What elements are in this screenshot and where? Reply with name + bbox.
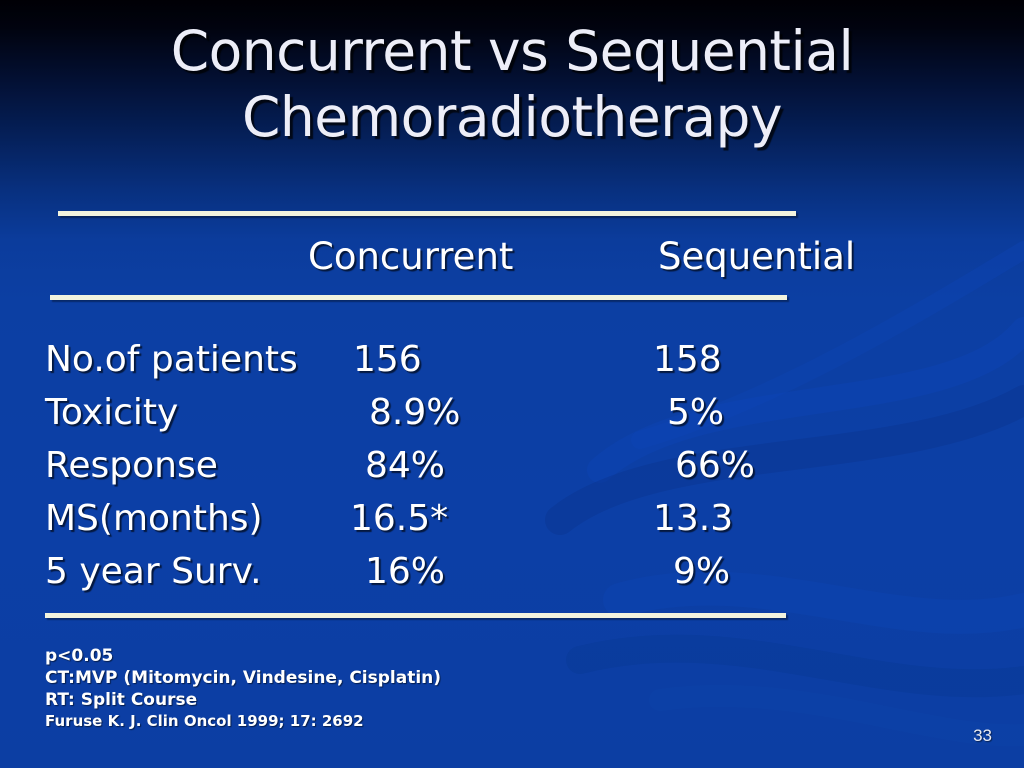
row-value-concurrent: 156 — [353, 339, 422, 380]
row-label: 5 year Surv. — [45, 551, 262, 592]
row-value-sequential: 158 — [653, 339, 722, 380]
table-bottom-rule — [45, 613, 786, 618]
table-top-rule — [58, 211, 796, 216]
table-row: MS(months) 16.5* 13.3 — [45, 494, 845, 547]
row-label: MS(months) — [45, 498, 263, 539]
row-label: Response — [45, 445, 218, 486]
table-header-rule — [50, 295, 787, 300]
footnote-radiotherapy: RT: Split Course — [45, 690, 198, 710]
row-value-concurrent: 8.9% — [369, 392, 461, 433]
row-label: Toxicity — [45, 392, 179, 433]
row-value-concurrent: 16% — [365, 551, 446, 592]
footnote-significance: p<0.05 — [45, 646, 114, 666]
row-value-sequential: 13.3 — [653, 498, 734, 539]
row-value-sequential: 9% — [673, 551, 731, 592]
table-row: Toxicity 8.9% 5% — [45, 388, 845, 441]
column-header-sequential: Sequential — [658, 235, 856, 278]
column-header-concurrent: Concurrent — [308, 235, 514, 278]
slide-title: Concurrent vs Sequential Chemoradiothera… — [170, 19, 854, 149]
row-value-sequential: 66% — [675, 445, 756, 486]
row-value-concurrent: 84% — [365, 445, 446, 486]
footnote-chemotherapy: CT:MVP (Mitomycin, Vindesine, Cisplatin) — [45, 668, 442, 688]
slide-number: 33 — [973, 726, 992, 745]
table-row: No.of patients 156 158 — [45, 335, 845, 388]
table-body: No.of patients 156 158 Toxicity 8.9% 5% … — [45, 335, 845, 600]
row-label: No.of patients — [45, 339, 298, 380]
footnote-citation: Furuse K. J. Clin Oncol 1999; 17: 2692 — [45, 712, 364, 730]
table-row: 5 year Surv. 16% 9% — [45, 547, 845, 600]
footnote-block: p<0.05 CT:MVP (Mitomycin, Vindesine, Cis… — [45, 645, 745, 732]
row-value-concurrent: 16.5* — [350, 498, 449, 539]
row-value-sequential: 5% — [667, 392, 725, 433]
table-row: Response 84% 66% — [45, 441, 845, 494]
